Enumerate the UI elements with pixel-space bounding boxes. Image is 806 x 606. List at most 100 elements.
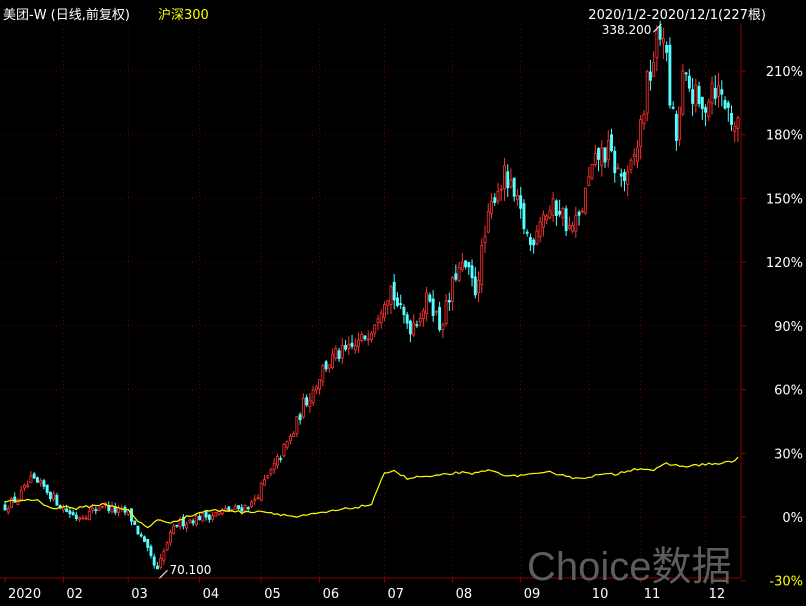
candle-body: [629, 159, 633, 170]
candle-body: [165, 542, 169, 551]
candle-body: [425, 292, 429, 315]
candle-body: [619, 173, 623, 177]
x-tick-label: 2020: [8, 587, 41, 602]
candle-body: [538, 221, 542, 238]
candle-body: [700, 96, 704, 110]
candle-body: [512, 177, 516, 197]
candle-body: [233, 505, 237, 510]
candle-body: [616, 167, 620, 170]
candle-body: [334, 348, 338, 359]
candle-body: [470, 265, 474, 279]
candle-body: [168, 531, 172, 543]
candle-body: [45, 484, 49, 493]
candle-body: [636, 147, 639, 162]
candle-body: [35, 477, 39, 483]
candle-body: [486, 211, 490, 233]
candle-body: [707, 101, 711, 117]
candle-body: [26, 484, 30, 488]
candle-body: [509, 179, 513, 188]
candle-body: [626, 170, 630, 185]
max-price-label: 338.200: [602, 23, 652, 37]
x-tick-label: 09: [524, 587, 541, 602]
candle-body: [441, 324, 445, 331]
candle-body: [639, 119, 643, 147]
candle-body: [353, 345, 357, 351]
candle-body: [324, 361, 328, 370]
candle-body: [185, 523, 189, 529]
chart-header: 美团-W (日线,前复权) 沪深300 2020/1/2-2020/12/1(2…: [0, 0, 806, 24]
candle-body: [48, 491, 52, 500]
candle-body: [558, 210, 562, 215]
candle-body: [665, 44, 669, 53]
candle-body: [363, 335, 367, 340]
candle-body: [590, 164, 594, 179]
candle-body: [243, 504, 247, 512]
x-tick-label: 02: [66, 587, 83, 602]
candle-body: [149, 546, 153, 556]
candle-body: [506, 171, 510, 189]
candle-body: [23, 484, 26, 489]
candle-body: [305, 397, 309, 406]
candle-body: [71, 512, 75, 516]
x-tick-label: 03: [131, 587, 148, 602]
candle-body: [412, 322, 416, 336]
candle-body: [451, 277, 455, 302]
candle-body: [201, 512, 205, 522]
candle-body: [545, 215, 549, 221]
candle-body: [386, 300, 390, 306]
candle-body: [632, 154, 636, 157]
candle-body: [321, 365, 325, 382]
y-tick-label: 90%: [774, 320, 803, 335]
candle-body: [691, 89, 695, 104]
candle-body: [460, 262, 464, 270]
candle-body: [671, 106, 675, 109]
candle-body: [285, 441, 289, 448]
candle-body: [266, 475, 270, 478]
candle-body: [648, 71, 652, 81]
candle-body: [181, 516, 185, 527]
candle-body: [668, 44, 672, 106]
candle-body: [720, 89, 724, 95]
candle-body: [694, 84, 698, 106]
candle-body: [327, 364, 331, 369]
candle-body: [373, 324, 377, 334]
candle-body: [584, 187, 588, 214]
candle-body: [454, 273, 458, 280]
candle-body: [39, 480, 43, 484]
candle-body: [606, 140, 610, 161]
min-arrow: [159, 569, 168, 579]
candle-body: [717, 85, 720, 97]
x-tick-label: 07: [387, 587, 404, 602]
candle-body: [655, 29, 659, 58]
candle-body: [61, 507, 65, 511]
candle-body: [3, 504, 7, 511]
candle-body: [191, 520, 195, 524]
x-tick-label: 10: [592, 587, 609, 602]
candle-body: [383, 304, 386, 318]
candle-body: [736, 117, 740, 129]
candle-body: [464, 260, 468, 268]
candle-body: [240, 507, 244, 512]
candle-body: [295, 416, 299, 434]
candle-body: [159, 558, 163, 568]
candle-body: [438, 307, 442, 331]
candle-body: [444, 300, 448, 325]
candle-body: [292, 433, 296, 437]
candle-body: [490, 200, 493, 214]
x-tick-label: 04: [203, 587, 220, 602]
candle-body: [548, 210, 552, 219]
index-line: [4, 456, 739, 529]
candle-body: [477, 279, 480, 294]
candle-body: [402, 306, 406, 316]
candle-body: [642, 113, 646, 124]
candle-body: [613, 150, 617, 174]
candle-body: [311, 389, 315, 404]
candle-body: [418, 318, 422, 323]
y-tick-label: 180%: [766, 129, 803, 144]
candle-body: [577, 211, 581, 216]
min-price-label: 70.100: [169, 563, 211, 577]
y-tick-label: 150%: [766, 192, 803, 207]
candle-body: [269, 469, 273, 475]
candle-body: [84, 517, 88, 520]
